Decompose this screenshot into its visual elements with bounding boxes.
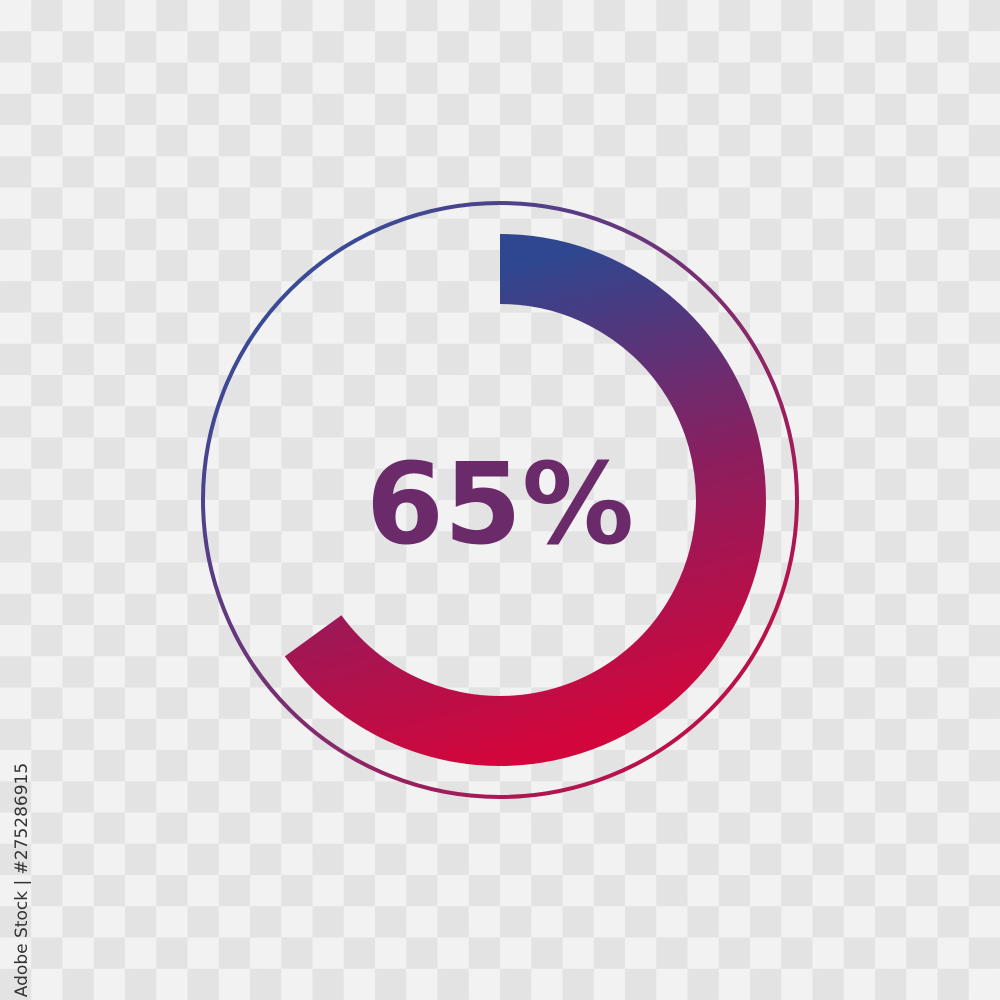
percentage-label: 65% [366, 440, 634, 570]
progress-arc [284, 234, 766, 766]
stock-credit: Adobe Stock | #275286915 [12, 762, 32, 998]
outer-ring [201, 201, 799, 799]
